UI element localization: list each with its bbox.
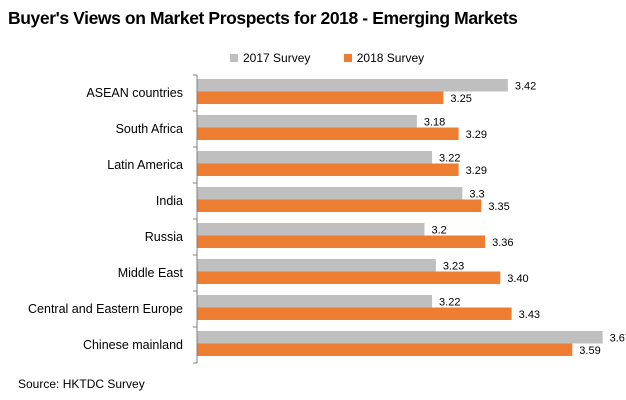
data-label-2018-survey-middle-east: 3.40 bbox=[507, 273, 528, 285]
data-label-2017-survey-russia: 3.2 bbox=[431, 225, 446, 237]
bar-2017-survey-middle-east bbox=[197, 259, 436, 272]
legend-swatch-2017 bbox=[230, 54, 238, 62]
bar-2018-survey-russia bbox=[197, 235, 486, 248]
legend: 2017 Survey 2018 Survey bbox=[230, 51, 454, 65]
data-label-2018-survey-india: 3.35 bbox=[488, 201, 509, 213]
data-label-2018-survey-central-and-eastern-europe: 3.43 bbox=[519, 309, 540, 321]
chart-title: Buyer's Views on Market Prospects for 20… bbox=[8, 8, 518, 28]
y-tick-label-middle-east: Middle East bbox=[118, 266, 184, 280]
bar-2018-survey-india bbox=[197, 199, 482, 212]
y-tick-label-central-and-eastern-europe: Central and Eastern Europe bbox=[28, 302, 183, 316]
bar-2018-survey-asean-countries bbox=[197, 91, 444, 104]
data-label-2017-survey-middle-east: 3.23 bbox=[443, 261, 464, 273]
bar-2017-survey-central-and-eastern-europe bbox=[197, 295, 433, 308]
legend-swatch-2018 bbox=[343, 54, 352, 62]
bar-2018-survey-chinese-mainland bbox=[197, 343, 573, 356]
data-label-2017-survey-india: 3.3 bbox=[469, 189, 484, 201]
data-label-2018-survey-chinese-mainland: 3.59 bbox=[579, 345, 600, 357]
data-label-2017-survey-chinese-mainland: 3.67 bbox=[610, 333, 626, 345]
bar-2017-survey-india bbox=[197, 187, 463, 200]
bar-2017-survey-russia bbox=[197, 223, 425, 236]
y-tick-label-russia: Russia bbox=[145, 230, 183, 244]
y-tick-label-chinese-mainland: Chinese mainland bbox=[83, 338, 183, 352]
source-note: Source: HKTDC Survey bbox=[18, 377, 145, 391]
y-tick-label-india: India bbox=[156, 194, 183, 208]
data-label-2017-survey-asean-countries: 3.42 bbox=[515, 81, 536, 93]
bar-2017-survey-asean-countries bbox=[197, 79, 508, 92]
bar-2018-survey-central-and-eastern-europe bbox=[197, 307, 512, 320]
legend-item-2017: 2017 Survey bbox=[230, 51, 310, 65]
legend-label-2017: 2017 Survey bbox=[243, 51, 311, 65]
data-label-2017-survey-central-and-eastern-europe: 3.22 bbox=[439, 297, 460, 309]
legend-item-2018: 2018 Survey bbox=[343, 51, 425, 65]
legend-label-2018: 2018 Survey bbox=[356, 51, 425, 65]
data-label-2018-survey-south-africa: 3.29 bbox=[466, 129, 487, 141]
data-label-2018-survey-asean-countries: 3.25 bbox=[450, 93, 471, 105]
data-label-2018-survey-russia: 3.36 bbox=[492, 237, 513, 249]
y-tick-label-asean-countries: ASEAN countries bbox=[86, 86, 183, 100]
bar-2018-survey-middle-east bbox=[197, 271, 501, 284]
bar-2018-survey-south-africa bbox=[197, 127, 459, 140]
y-tick-label-latin-america: Latin America bbox=[107, 158, 183, 172]
bar-2018-survey-latin-america bbox=[197, 163, 459, 176]
y-tick-label-south-africa: South Africa bbox=[116, 122, 183, 136]
bar-2017-survey-south-africa bbox=[197, 115, 417, 128]
data-label-2018-survey-latin-america: 3.29 bbox=[466, 165, 487, 177]
data-label-2017-survey-south-africa: 3.18 bbox=[424, 117, 445, 129]
bar-2017-survey-latin-america bbox=[197, 151, 433, 164]
data-label-2017-survey-latin-america: 3.22 bbox=[439, 153, 460, 165]
bar-2017-survey-chinese-mainland bbox=[197, 331, 603, 344]
